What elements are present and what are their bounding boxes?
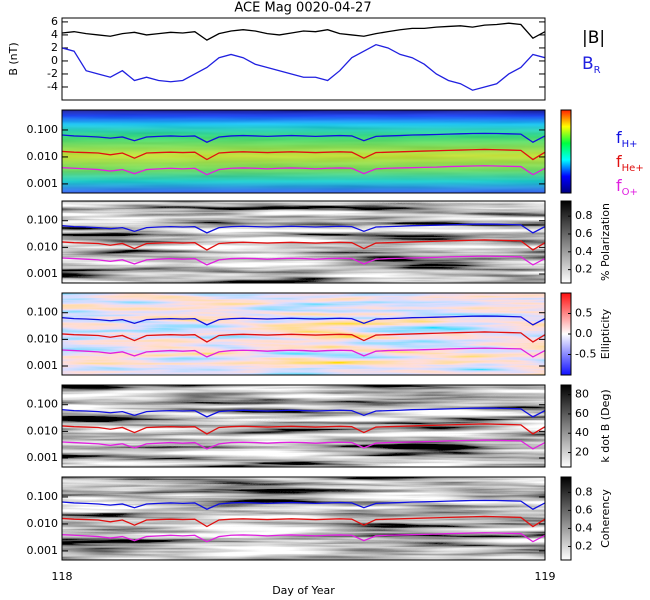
series-line	[62, 423, 545, 435]
series-line	[62, 515, 545, 528]
y-tick-label: -2	[47, 67, 58, 80]
axes-frame	[61, 109, 546, 194]
plot-area	[62, 407, 545, 450]
series-line	[62, 347, 545, 358]
series-line	[62, 532, 545, 543]
y-tick-label: 0.001	[27, 359, 59, 372]
y-tick-label: 0.001	[27, 544, 59, 557]
series-line	[62, 255, 545, 266]
legend-entry: fHe+	[616, 152, 644, 174]
axes-frame	[61, 200, 546, 284]
y-tick-label: 0.100	[27, 490, 59, 503]
colorbar-label: k dot B (Deg)	[599, 389, 612, 462]
colorbar	[560, 476, 572, 561]
colorbar-tick-label: 0.4	[575, 521, 593, 534]
series-line	[62, 439, 545, 450]
plot-area	[62, 223, 545, 266]
colorbar-tick-label: 0.2	[575, 539, 593, 552]
plot-area	[62, 499, 545, 543]
colorbar	[560, 109, 572, 194]
y-tick-label: 0.100	[27, 306, 59, 319]
y-tick-label: 0.100	[27, 398, 59, 411]
chart-title: ACE Mag 0020-04-27	[234, 1, 371, 16]
series-line	[62, 165, 545, 176]
spectrogram-image	[62, 477, 545, 560]
spectrogram-texture	[62, 110, 545, 193]
axes-frame	[61, 476, 546, 561]
colorbar-tick-label: 0.4	[575, 245, 593, 258]
y-tick-label: 0.010	[27, 517, 59, 530]
plot-area	[62, 22, 545, 91]
legend-entry: |B|	[582, 28, 605, 48]
colorbar-tick-label: 0.8	[575, 485, 593, 498]
y-tick-label: 0.001	[27, 177, 59, 190]
colorbar-tick-label: 20	[575, 446, 589, 459]
colorbar-label: Ellipticity	[599, 308, 612, 359]
y-tick-label: 2	[51, 41, 58, 54]
x-tick-label: 118	[52, 570, 73, 583]
y-tick-label: 4	[51, 28, 58, 41]
y-axis-label: B (nT)	[7, 42, 20, 75]
colorbar	[560, 384, 572, 468]
y-tick-label: 6	[51, 15, 58, 28]
series-line	[62, 22, 545, 41]
colorbar-tick-label: 0.8	[575, 209, 593, 222]
series-line	[62, 43, 545, 91]
colorbar-label: % Polarization	[599, 203, 612, 281]
spectrogram-image	[62, 385, 545, 467]
series-line	[62, 407, 545, 418]
colorbar-tick-label: 0.6	[575, 227, 593, 240]
colorbar-tick-label: 0.5	[575, 307, 593, 320]
legend-entry: fH+	[616, 128, 638, 150]
colorbar-tick-label: 0.2	[575, 263, 593, 276]
colorbar-tick-label: 40	[575, 426, 589, 439]
series-line	[62, 239, 545, 251]
colorbar-label: Coherency	[599, 489, 612, 548]
series-line	[62, 331, 545, 343]
y-tick-label: 0.010	[27, 332, 59, 345]
series-line	[62, 315, 545, 326]
colorbar-tick-label: 0.6	[575, 503, 593, 516]
axes-frame	[61, 17, 546, 101]
colorbar	[560, 200, 572, 284]
legend-entry: BR	[582, 54, 601, 76]
colorbar-tick-label: -0.5	[575, 348, 596, 361]
axes-frame	[61, 292, 546, 376]
colorbar-tick-label: 60	[575, 407, 589, 420]
legend-entry: fO+	[616, 176, 638, 198]
x-tick-label: 119	[535, 570, 556, 583]
series-line	[62, 223, 545, 234]
plot-area	[62, 315, 545, 358]
y-tick-label: 0.100	[27, 123, 59, 136]
spectrogram-image	[62, 201, 545, 283]
colorbar-tick-label: 0.0	[575, 327, 593, 340]
series-line	[62, 132, 545, 144]
y-tick-label: 0.001	[27, 451, 59, 464]
y-tick-label: 0	[51, 54, 58, 67]
y-tick-label: 0.010	[27, 240, 59, 253]
series-line	[62, 499, 545, 511]
spectrogram-image	[62, 293, 545, 375]
y-tick-label: 0.001	[27, 267, 59, 280]
y-tick-label: 0.100	[27, 214, 59, 227]
axes-frame	[61, 384, 546, 468]
y-tick-label: -4	[47, 80, 58, 93]
y-tick-label: 0.010	[27, 424, 59, 437]
series-line	[62, 148, 545, 161]
x-axis-label: Day of Year	[272, 584, 335, 597]
y-tick-label: 0.010	[27, 150, 59, 163]
colorbar-tick-label: 80	[575, 388, 589, 401]
plot-area	[62, 132, 545, 176]
